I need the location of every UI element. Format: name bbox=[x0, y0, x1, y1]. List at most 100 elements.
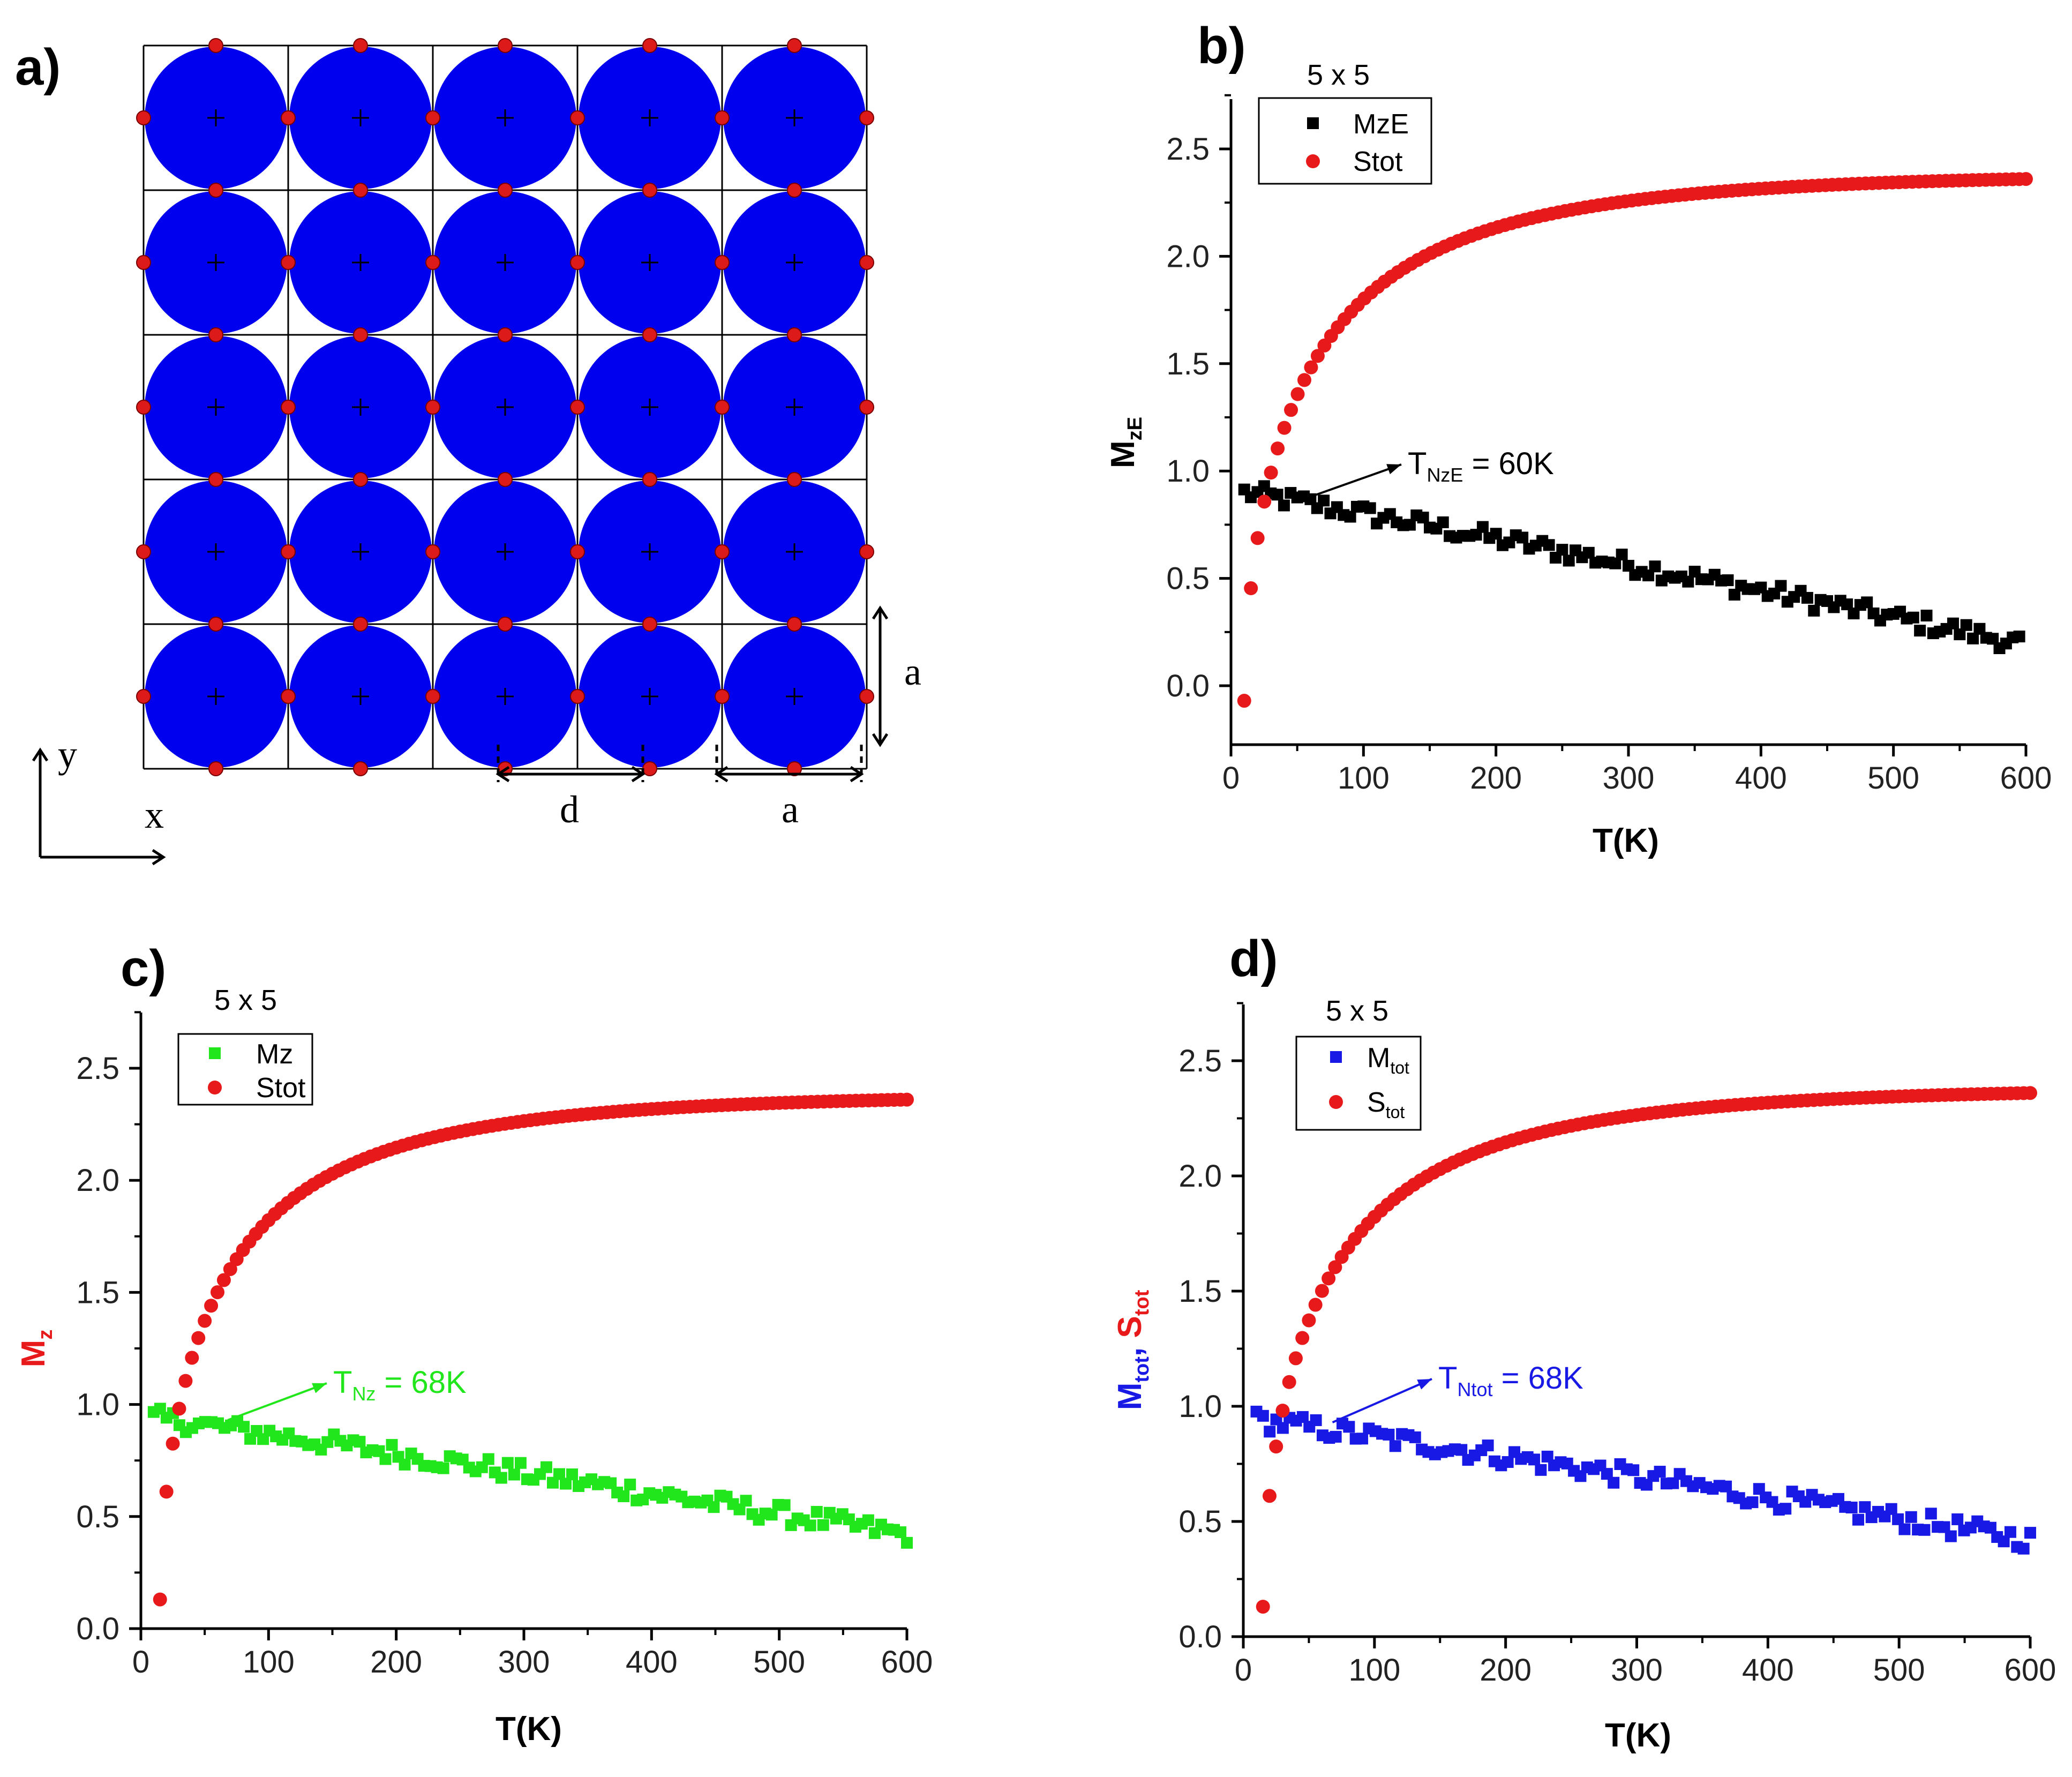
chart-b-point bbox=[1364, 502, 1376, 514]
lattice-center-plus bbox=[786, 254, 803, 271]
chart-d-point bbox=[1885, 1503, 1897, 1515]
chart-b-point bbox=[1271, 489, 1283, 501]
chart-d-point bbox=[1780, 1503, 1792, 1515]
chart-c-point bbox=[495, 1472, 507, 1484]
chart-c-point bbox=[817, 1519, 829, 1531]
chart-d-point bbox=[1302, 1313, 1316, 1328]
lattice-site bbox=[498, 183, 513, 198]
chart-d-y-title: Mtot, Stot bbox=[1112, 1289, 1153, 1410]
chart-d-point bbox=[1296, 1411, 1309, 1423]
lattice-center-plus bbox=[207, 688, 224, 705]
chart-b-x-tick-label: 600 bbox=[2000, 761, 2052, 796]
chart-c-point bbox=[379, 1453, 392, 1465]
chart-b-point bbox=[1517, 531, 1529, 544]
chart-b-point bbox=[1987, 633, 1999, 645]
panel-c-label: c) bbox=[121, 940, 166, 997]
chart-c-point bbox=[514, 1457, 527, 1469]
chart-c-legend-mz: Mz bbox=[256, 1039, 293, 1070]
chart-b-point bbox=[1278, 499, 1290, 512]
chart-c-point bbox=[172, 1401, 186, 1416]
chart-c-size-label: 5 x 5 bbox=[214, 984, 277, 1016]
chart-c-point bbox=[560, 1478, 572, 1490]
chart-b-point bbox=[1973, 623, 1986, 635]
chart-c-x-tick-label: 600 bbox=[881, 1645, 933, 1679]
chart-b-point bbox=[1728, 588, 1740, 601]
chart-d-point bbox=[1288, 1351, 1303, 1366]
chart-b-marks bbox=[1237, 172, 2033, 708]
lattice-site bbox=[715, 400, 730, 415]
chart-b-y-tick-label: 1.5 bbox=[1166, 347, 1210, 381]
chart-d-point bbox=[1918, 1524, 1931, 1536]
chart-d-point bbox=[1264, 1426, 1276, 1438]
chart-d-legend-marker-mtot bbox=[1330, 1051, 1342, 1063]
chart-d-point bbox=[1667, 1477, 1679, 1489]
lattice-center-plus bbox=[207, 254, 224, 271]
lattice-center-plus bbox=[641, 399, 658, 416]
chart-b-point bbox=[1954, 628, 1966, 641]
lattice-center-plus bbox=[641, 543, 658, 560]
dimension-a-horizontal bbox=[714, 745, 864, 783]
lattice-site bbox=[281, 689, 296, 704]
chart-d-x-tick-label: 500 bbox=[1873, 1653, 1925, 1688]
chart-d-x-title: T(K) bbox=[1605, 1717, 1671, 1754]
lattice-center-plus bbox=[497, 688, 514, 705]
chart-c-point bbox=[566, 1468, 579, 1481]
chart-b-y-tick-label: 2.0 bbox=[1166, 239, 1210, 274]
lattice-site bbox=[498, 617, 513, 632]
lattice-center-plus bbox=[207, 109, 224, 126]
chart-d-point bbox=[2017, 1542, 2030, 1555]
chart-d-x-tick-label: 300 bbox=[1611, 1653, 1663, 1688]
chart-c-x-tick-label: 300 bbox=[498, 1645, 550, 1679]
lattice-center-plus bbox=[497, 254, 514, 271]
chart-b-point bbox=[1237, 694, 1251, 708]
chart-d-x-tick-label: 400 bbox=[1742, 1653, 1794, 1688]
lattice-site bbox=[498, 472, 513, 487]
lattice-site bbox=[715, 110, 730, 125]
chart-b-point bbox=[1914, 625, 1926, 637]
lattice-site bbox=[787, 761, 802, 776]
chart-c-point bbox=[810, 1506, 823, 1518]
chart-d-point bbox=[1998, 1535, 2010, 1548]
chart-d-point bbox=[1746, 1496, 1759, 1509]
chart-c-point bbox=[154, 1403, 166, 1415]
chart-d-point bbox=[1257, 1409, 1269, 1422]
chart-b-point bbox=[1841, 598, 1853, 611]
chart-b-series-stot bbox=[1237, 172, 2033, 708]
chart-c-point bbox=[437, 1462, 449, 1474]
lattice-site bbox=[859, 689, 874, 704]
chart-d-annotation-label: TNtot = 68K bbox=[1438, 1361, 1583, 1400]
chart-c-point bbox=[399, 1458, 411, 1471]
chart-d-point bbox=[1482, 1439, 1494, 1452]
chart-b-point bbox=[1490, 528, 1502, 540]
chart-b-y-tick-label: 0.0 bbox=[1166, 669, 1210, 703]
lattice-site bbox=[425, 255, 440, 270]
chart-d-y-tick-label: 0.0 bbox=[1178, 1619, 1222, 1654]
chart-d-x-tick-label: 200 bbox=[1480, 1653, 1532, 1688]
lattice-site bbox=[208, 327, 223, 342]
chart-b-point bbox=[1616, 549, 1628, 561]
lattice-site bbox=[787, 38, 802, 53]
lattice-site bbox=[281, 255, 296, 270]
chart-c-point bbox=[901, 1536, 913, 1549]
chart-d-series-stot bbox=[1256, 1086, 2037, 1614]
chart-c-annotation-label: TNz = 68K bbox=[333, 1365, 467, 1405]
lattice-site bbox=[642, 617, 657, 632]
chart-b-point bbox=[1543, 539, 1555, 551]
chart-b-size-label: 5 x 5 bbox=[1307, 59, 1370, 91]
chart-d-y-tick-label: 0.5 bbox=[1178, 1504, 1222, 1539]
chart-c-point bbox=[223, 1262, 237, 1276]
chart-d-point bbox=[1859, 1501, 1871, 1513]
chart-d-point bbox=[1925, 1508, 1937, 1520]
lattice-site bbox=[570, 110, 585, 125]
lattice-site bbox=[498, 38, 513, 53]
chart-c-y-tick-label: 2.5 bbox=[76, 1051, 119, 1086]
chart-b-point bbox=[1642, 569, 1655, 582]
chart-c-marks bbox=[147, 1092, 914, 1607]
chart-b-legend: MzE Stot bbox=[1258, 97, 1432, 185]
chart-c-point bbox=[204, 1299, 219, 1313]
chart-b-point bbox=[1861, 596, 1873, 609]
lattice-site bbox=[353, 327, 368, 342]
lattice-center-plus bbox=[786, 688, 803, 705]
chart-b-point bbox=[1947, 617, 1959, 629]
